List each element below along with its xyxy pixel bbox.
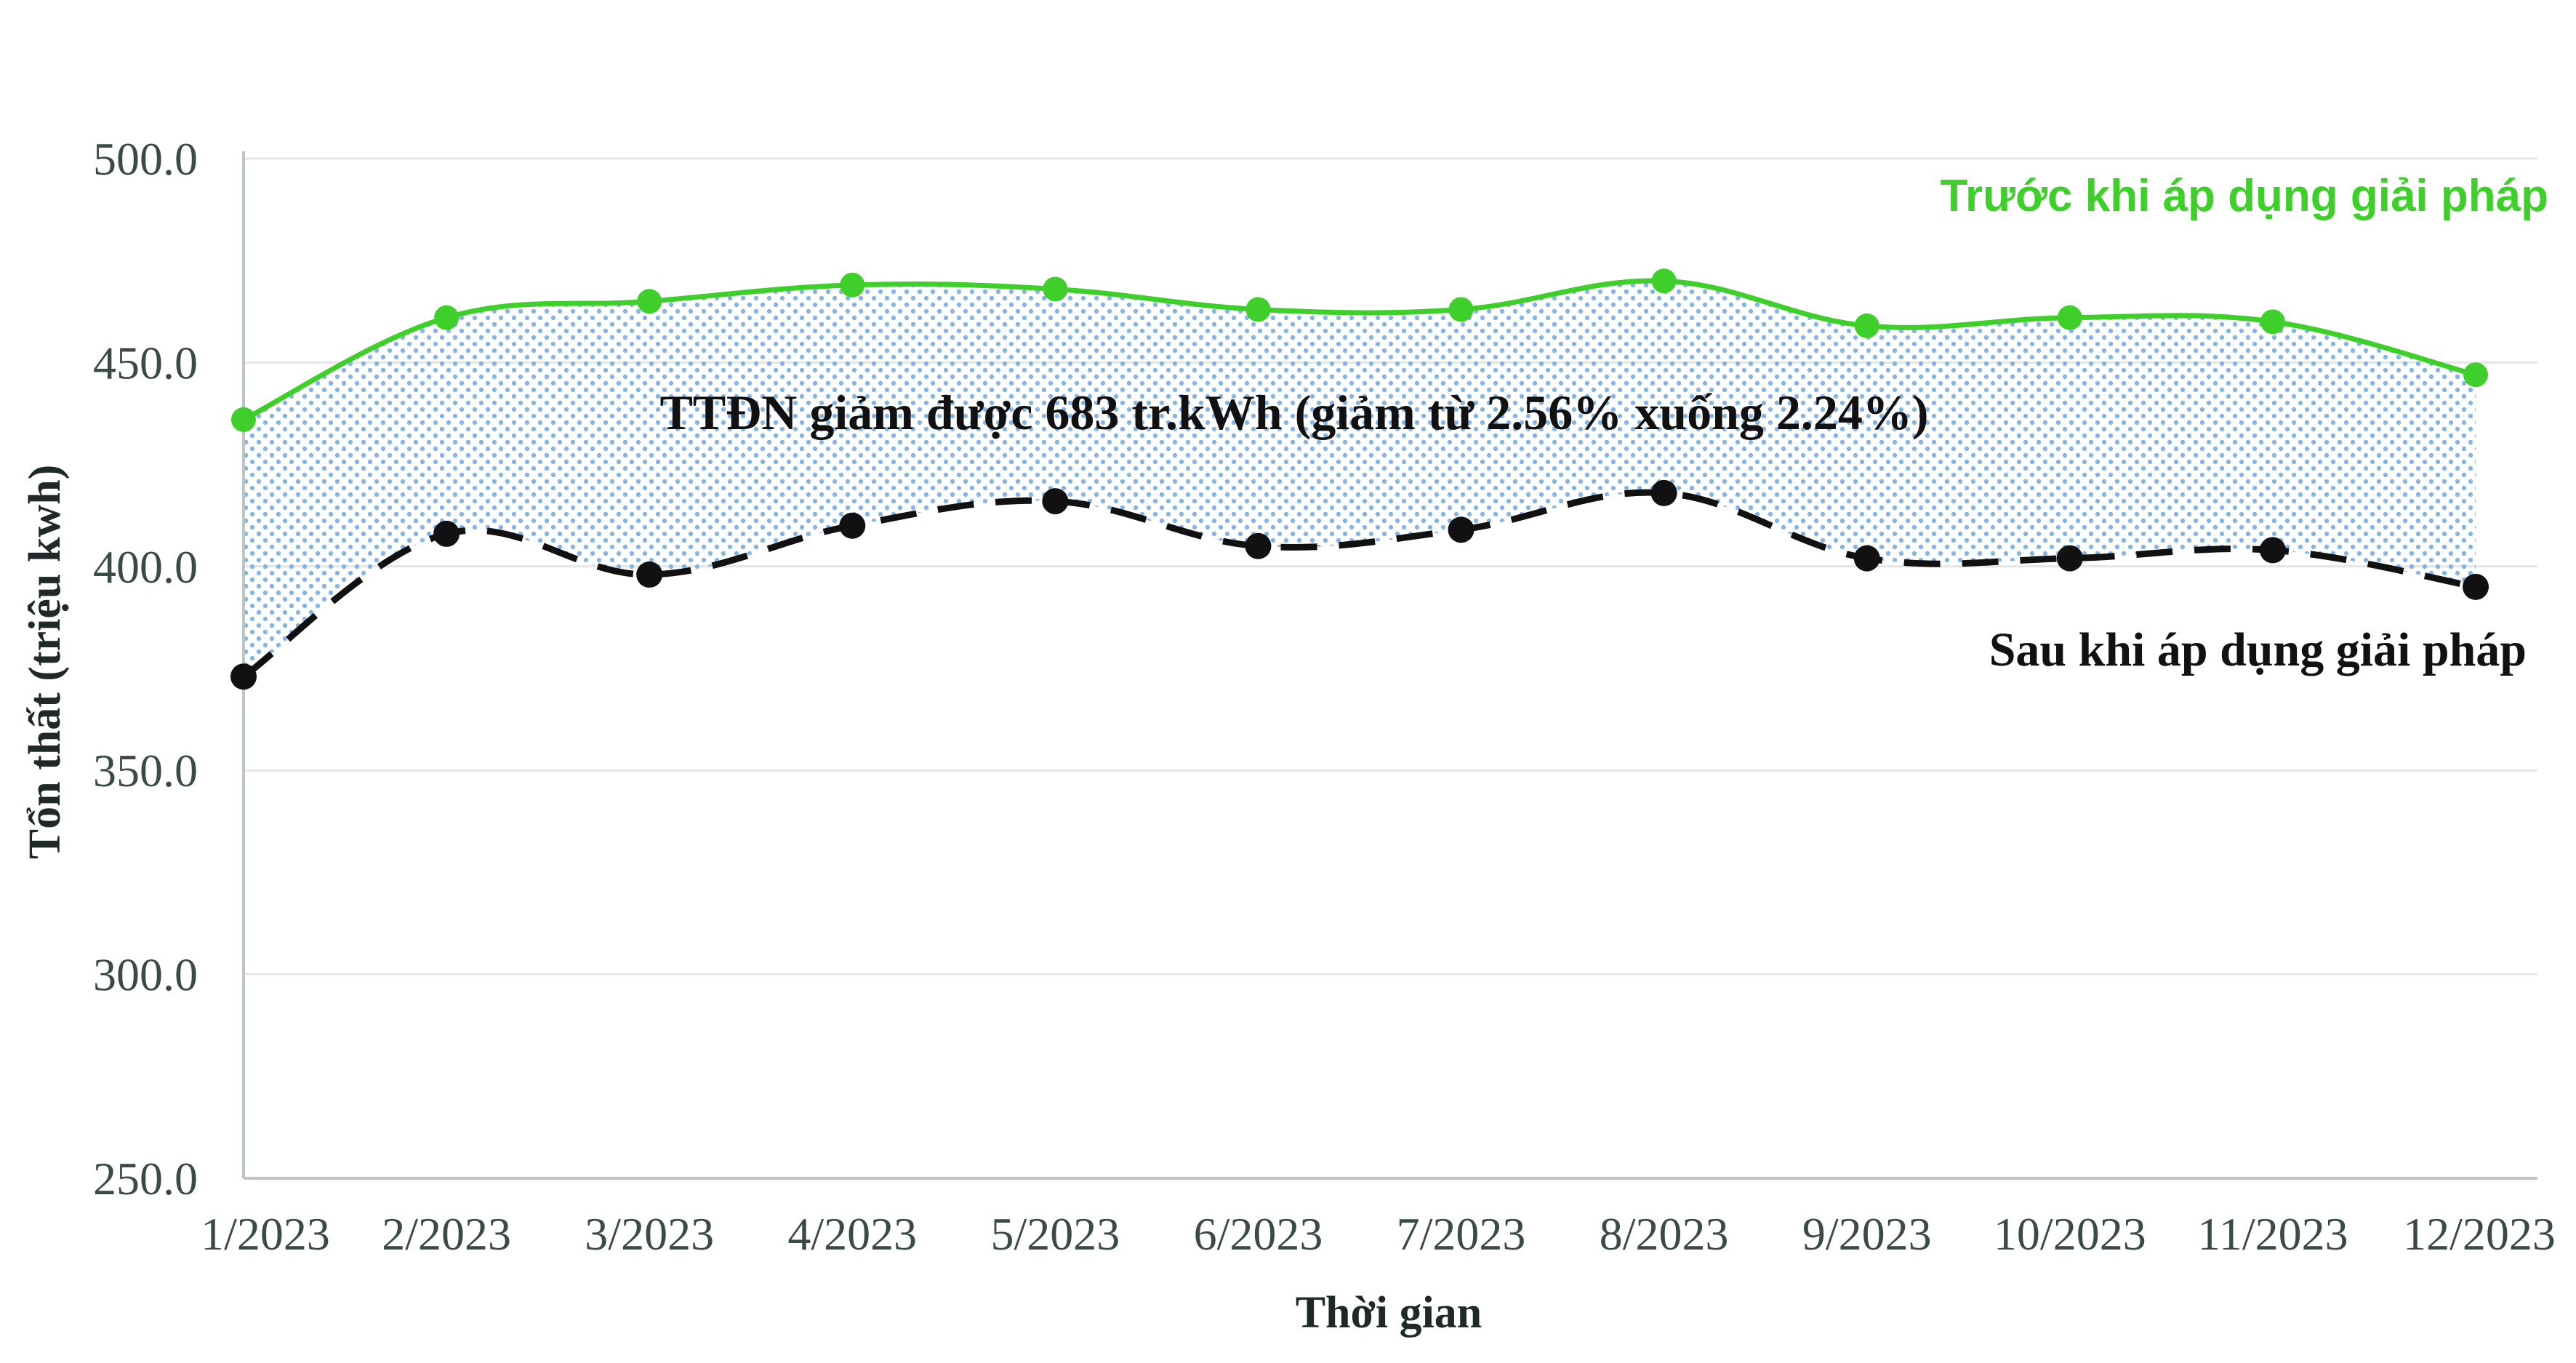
point-before-12/2023 bbox=[2463, 362, 2488, 388]
point-before-11/2023 bbox=[2260, 309, 2285, 335]
x-tick-label: 11/2023 bbox=[2197, 1208, 2348, 1260]
point-before-1/2023 bbox=[231, 407, 256, 432]
y-tick-label: 350.0 bbox=[93, 745, 198, 796]
y-tick-label: 250.0 bbox=[93, 1153, 198, 1204]
y-tick-label: 300.0 bbox=[93, 949, 198, 1001]
y-tick-label: 500.0 bbox=[93, 133, 198, 185]
y-axis-title: Tổn thất (triệu kwh) bbox=[20, 465, 70, 860]
point-before-8/2023 bbox=[1651, 268, 1677, 294]
point-after-12/2023 bbox=[2463, 573, 2489, 600]
x-tick-label: 8/2023 bbox=[1600, 1208, 1729, 1260]
x-tick-label: 9/2023 bbox=[1802, 1208, 1932, 1260]
point-after-9/2023 bbox=[1853, 545, 1880, 572]
point-after-11/2023 bbox=[2259, 537, 2286, 564]
x-tick-label: 7/2023 bbox=[1397, 1208, 1526, 1260]
point-before-4/2023 bbox=[840, 272, 865, 297]
point-before-9/2023 bbox=[1854, 313, 1879, 338]
y-tick-label: 400.0 bbox=[93, 541, 198, 593]
point-before-2/2023 bbox=[434, 305, 460, 330]
x-tick-label: 4/2023 bbox=[787, 1208, 917, 1260]
x-tick-label: 3/2023 bbox=[585, 1208, 714, 1260]
point-after-10/2023 bbox=[2056, 545, 2083, 572]
reduction-fill bbox=[244, 280, 2476, 677]
x-tick-label: 5/2023 bbox=[990, 1208, 1120, 1260]
point-before-5/2023 bbox=[1043, 276, 1068, 302]
x-tick-label: 1/2023 bbox=[201, 1208, 330, 1260]
point-after-5/2023 bbox=[1042, 488, 1069, 515]
point-after-8/2023 bbox=[1650, 479, 1677, 506]
reduction-area bbox=[244, 280, 2476, 677]
x-tick-label: 2/2023 bbox=[382, 1208, 511, 1260]
point-after-7/2023 bbox=[1448, 516, 1474, 543]
point-before-3/2023 bbox=[637, 289, 662, 314]
legend-after: Sau khi áp dụng giải pháp bbox=[1989, 623, 2527, 676]
series-line-before bbox=[242, 278, 2476, 423]
y-tick-label: 450.0 bbox=[93, 337, 198, 388]
legend-before: Trước khi áp dụng giải pháp bbox=[1941, 171, 2549, 221]
x-tick-label: 12/2023 bbox=[2403, 1208, 2556, 1260]
point-before-6/2023 bbox=[1245, 297, 1271, 322]
point-after-6/2023 bbox=[1245, 532, 1272, 559]
x-tick-label: 10/2023 bbox=[1994, 1208, 2146, 1260]
series-lines bbox=[230, 268, 2489, 690]
point-after-3/2023 bbox=[636, 561, 663, 588]
point-after-4/2023 bbox=[839, 512, 866, 539]
x-tick-labels: 1/2023 2/2023 3/2023 4/2023 5/2023 6/2023 7/20… bbox=[201, 1208, 2556, 1260]
point-before-10/2023 bbox=[2057, 305, 2082, 330]
reduction-annotation: TTĐN giảm được 683 tr.kWh (giảm từ 2.56%… bbox=[659, 385, 1928, 440]
x-tick-label: 6/2023 bbox=[1194, 1208, 1323, 1260]
point-after-1/2023 bbox=[230, 663, 257, 690]
x-axis-title: Thời gian bbox=[1296, 1288, 1482, 1338]
point-before-7/2023 bbox=[1448, 297, 1474, 322]
y-tick-labels: 250.0 300.0 350.0 400.0 450.0 500.0 bbox=[93, 133, 198, 1204]
point-after-2/2023 bbox=[433, 520, 460, 547]
